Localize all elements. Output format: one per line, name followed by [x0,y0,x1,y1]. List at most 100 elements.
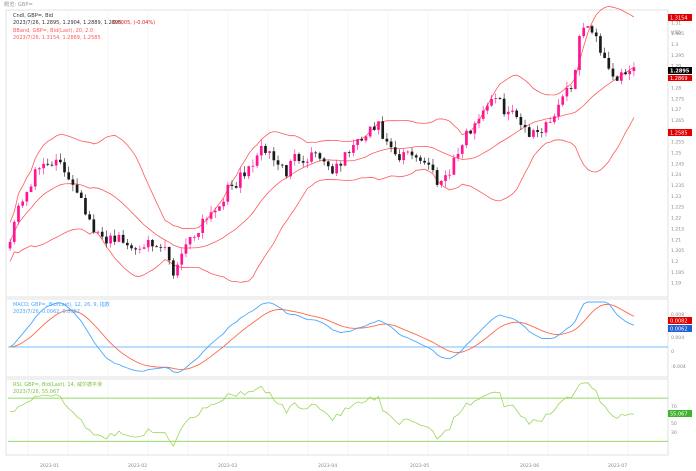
candle-body [318,153,322,159]
candle-body [364,136,368,141]
time-axis-label: 2023-07 [608,463,627,469]
candle-body [540,131,544,133]
candle-body [79,192,83,198]
bollinger-bands [9,5,635,283]
candle-body [561,96,565,105]
price-tick-label: 1.29 [671,64,681,70]
candle-body [188,237,192,245]
candle-body [268,151,272,153]
candle-body [624,72,627,75]
candle-body [17,205,20,222]
candle-body [368,126,372,137]
candle-body [255,155,259,166]
last-price-badge [668,67,692,74]
candle-body [532,130,535,137]
candle-body [611,68,615,77]
time-axis-label: 2023-04 [318,463,337,469]
candle-body [481,110,485,119]
macd-line [9,301,635,374]
candle-body [88,214,91,220]
signal-badge [668,317,692,324]
candle-body [243,172,246,177]
candle-body [628,71,632,75]
candle-body [615,76,619,81]
candle-body [38,168,41,170]
price-tick-label: 1.275 [671,96,684,102]
candle-body [310,152,313,162]
legend-change: -0.0005, (-0.04%) [111,20,155,26]
candle-body [46,163,50,165]
candle-body [372,126,376,130]
candle-body [523,124,527,128]
rsi-panel-frame [5,378,669,456]
candle-body [398,154,401,161]
candle-body [578,36,581,71]
candle-body [121,234,125,243]
price-tick-label: 1.2 [671,259,678,265]
candle-body [280,164,284,166]
signal-badge-text: 0.0082 [670,319,688,325]
candle-body [272,151,276,161]
candle-body [25,192,29,202]
candle-body [469,130,472,134]
candle-body [594,32,598,37]
price-tick-label: 1.305 [671,31,684,37]
candle-body [590,26,594,33]
candle-body [117,234,121,242]
lower-band-badge [668,129,692,136]
candle-body [490,99,493,106]
candle-body [264,145,267,153]
price-tick-label: 1.28 [671,85,681,91]
candle-body [406,151,410,153]
price-panel-frame [5,9,669,298]
candle-body [12,221,16,242]
candle-body [285,165,288,177]
price-tick-label: 1.23 [671,194,681,200]
candle-body [502,98,506,115]
macd-tick-4: -0.004 [671,364,686,370]
time-axis-label: 2023-06 [520,463,539,469]
candle-body [326,161,330,167]
candle-body [620,72,623,81]
candle-body [473,123,477,134]
candle-body [569,88,573,89]
rsi-badge [668,410,692,417]
price-tick-label: 1.25 [671,151,681,157]
candle-body [301,160,305,163]
candle-body [548,122,552,123]
price-tick-label: 1.235 [671,183,684,189]
candle-body [435,170,439,185]
candle-body [71,179,75,185]
price-axis: 1.311.3051.31.2951.291.2851.281.2751.271… [671,20,684,286]
candle-body [427,162,431,165]
candle-body [197,232,200,237]
lower-band-badge-text: 1.2585 [670,131,688,137]
rsi-legend-name: RSI, GBP=, Bid(Last), 14, 威尔德平滑 [13,381,102,388]
candle-body [167,246,171,261]
candle-body [180,253,184,265]
candle-body [67,172,71,180]
bollinger-lower-line [9,117,635,283]
candle-body [511,110,514,112]
candle-body [230,184,234,187]
rsi-axis: 70 50 30 55.067 [668,404,692,436]
candle-body [146,239,150,248]
candle-body [423,160,426,163]
candlestick-series [8,22,636,279]
candle-body [553,116,556,123]
candle-body [33,169,37,187]
candle-body [125,242,129,246]
price-tick-label: 1.31 [671,20,681,26]
candle-body [155,246,158,248]
macd-legend-name: MACD, GBP=, Bid(Last), 12, 26, 9, 指数 [13,301,110,308]
candle-body [297,153,301,161]
rsi-badge-text: 55.067 [670,412,688,418]
macd-signal-line [10,303,635,371]
candle-body [218,206,221,211]
candle-body [331,166,334,174]
candle-body [222,201,225,207]
candle-body [573,70,577,89]
candle-body [105,236,108,244]
